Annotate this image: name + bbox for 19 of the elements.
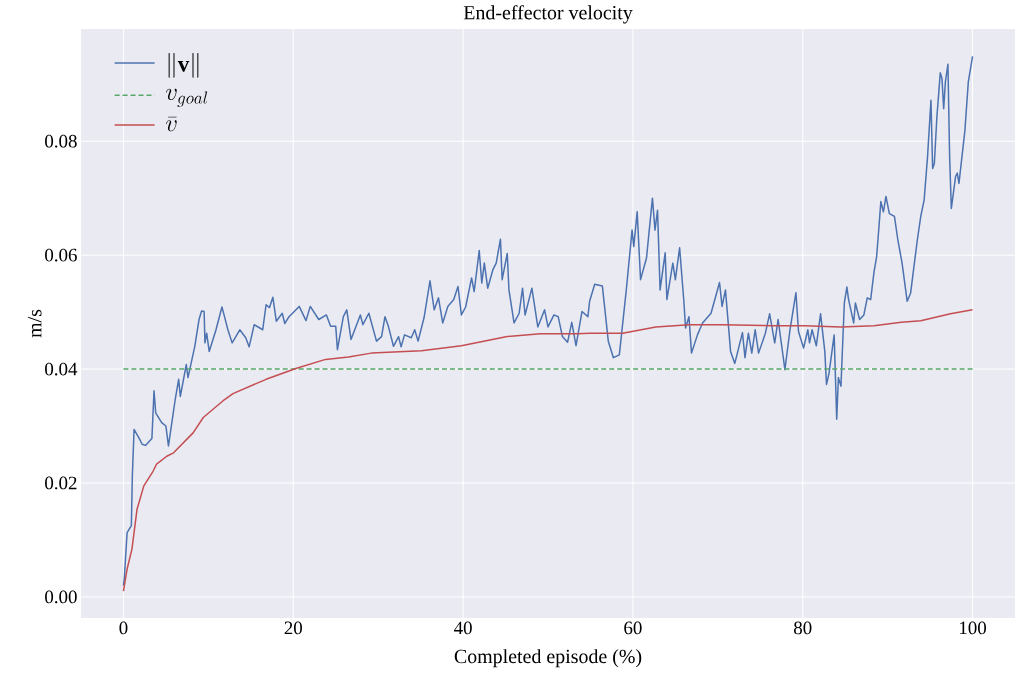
x-tick-label: 80 [793, 621, 812, 635]
x-tick-label: 100 [960, 621, 987, 635]
legend-label: $\bar{v}$ [166, 116, 177, 132]
x-axis-title: Completed episode (%) [454, 649, 642, 668]
x-tick-label: 40 [454, 621, 472, 635]
y-tick-label: 0.06 [45, 248, 77, 262]
y-tick-label: 0.04 [45, 362, 78, 376]
y-axis-title: m/s [28, 309, 42, 338]
line-series [122, 55, 974, 587]
x-tick-label: 0 [119, 621, 128, 635]
x-tick-label: 20 [284, 621, 303, 635]
legend-label: $v_{goal}$ [166, 88, 208, 107]
x-tick-label: 60 [624, 621, 642, 635]
y-tick-label: 0.02 [45, 476, 77, 490]
line-series [122, 309, 974, 592]
legend-label: $\|\mathbf{v}\|$ [168, 52, 199, 78]
chart-title: End-effector velocity [463, 5, 633, 24]
y-tick-label: 0.00 [45, 590, 77, 604]
y-tick-label: 0.08 [45, 134, 77, 148]
